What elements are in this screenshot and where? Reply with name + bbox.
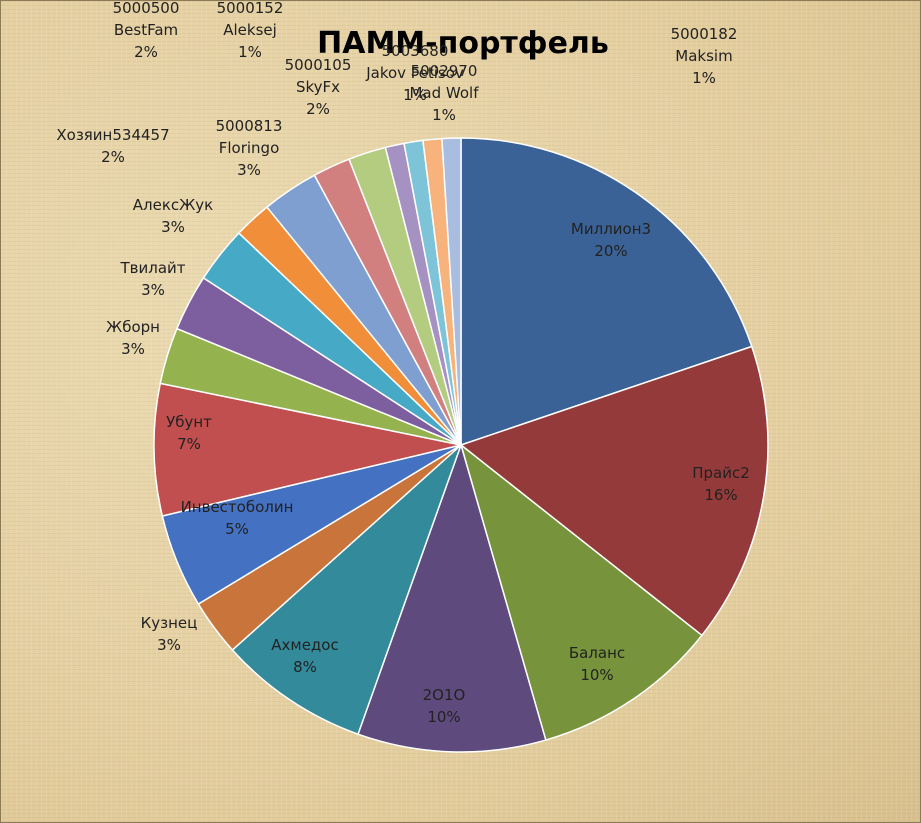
slice-percent: 1% bbox=[238, 43, 262, 61]
slice-label: АлексЖук 3% bbox=[133, 196, 213, 236]
slice-percent: 3% bbox=[121, 340, 145, 358]
slice-name: Maksim bbox=[675, 47, 732, 65]
slice-name: 5003680 bbox=[382, 42, 449, 60]
slice-percent: 2% bbox=[101, 148, 125, 166]
slice-percent: 5% bbox=[225, 520, 249, 538]
slice-percent: 3% bbox=[141, 281, 165, 299]
slice-name: Ахмедос bbox=[271, 636, 338, 654]
slice-name: 5002970 bbox=[411, 62, 478, 80]
slice-name: 5000105 bbox=[285, 56, 352, 74]
slice-label: 5000813 Floringo 3% bbox=[216, 117, 283, 179]
slice-percent: 2% bbox=[306, 100, 330, 118]
slice-name: Инвестоболин bbox=[181, 498, 294, 516]
slice-name: Миллион3 bbox=[571, 220, 651, 238]
slice-label: 5000152 Aleksej 1% bbox=[217, 1, 284, 61]
slice-label: 5000500 BestFam 2% bbox=[113, 1, 180, 61]
slice-name: Твилайт bbox=[119, 259, 185, 277]
pie-slice bbox=[231, 444, 462, 736]
slice-percent: 3% bbox=[237, 161, 261, 179]
slice-label: 2О1О 10% bbox=[423, 686, 466, 726]
slice-name: 2О1О bbox=[423, 686, 466, 704]
slice-label: 5003680 Jakov Fetisov 1% bbox=[365, 42, 464, 104]
slice-name: 5000500 bbox=[113, 1, 180, 17]
slice-label: Прайс2 16% bbox=[692, 464, 750, 504]
slice-name: Mad Wolf bbox=[409, 84, 479, 102]
slice-name: АлексЖук bbox=[133, 196, 213, 214]
slice-label: Твилайт 3% bbox=[119, 259, 185, 299]
slice-label: 5000105 SkyFx 2% bbox=[285, 56, 352, 118]
pie-slice bbox=[357, 442, 547, 753]
slice-label: Баланс 10% bbox=[569, 644, 625, 684]
slice-percent: 1% bbox=[692, 69, 716, 87]
slice-label: Миллион3 20% bbox=[571, 220, 651, 260]
slice-percent: 10% bbox=[427, 708, 460, 726]
slice-percent: 1% bbox=[403, 86, 427, 104]
pie-slice bbox=[460, 137, 753, 447]
pie-slice bbox=[459, 345, 769, 637]
slice-name: SkyFx bbox=[296, 78, 340, 96]
slice-name: 5000182 bbox=[671, 25, 738, 43]
slice-label: Ахмедос 8% bbox=[271, 636, 338, 676]
slice-percent: 1% bbox=[432, 106, 456, 124]
slice-label: Хозяин534457 2% bbox=[56, 126, 169, 166]
slice-name: Кузнец bbox=[141, 614, 198, 632]
slice-label: 5000182 Maksim 1% bbox=[671, 25, 738, 87]
slice-name: Жборн bbox=[106, 318, 160, 336]
pie-slice bbox=[153, 382, 462, 517]
slice-label: Убунт 7% bbox=[166, 413, 212, 453]
slice-name: Баланс bbox=[569, 644, 625, 662]
slice-label: Инвестоболин 5% bbox=[181, 498, 294, 538]
slice-percent: 10% bbox=[580, 666, 613, 684]
slice-percent: 16% bbox=[704, 486, 737, 504]
slice-name: Aleksej bbox=[223, 21, 277, 39]
slice-percent: 20% bbox=[594, 242, 627, 260]
slice-name: Прайс2 bbox=[692, 464, 750, 482]
slice-label: Жборн 3% bbox=[106, 318, 160, 358]
slice-percent: 8% bbox=[293, 658, 317, 676]
slice-name: Jakov Fetisov bbox=[365, 64, 464, 82]
slice-percent: 7% bbox=[177, 435, 201, 453]
chart-title: ПАММ-портфель bbox=[317, 26, 609, 61]
slice-name: Убунт bbox=[166, 413, 212, 431]
slice-label: Кузнец 3% bbox=[141, 614, 198, 654]
slice-percent: 3% bbox=[161, 218, 185, 236]
slice-name: Хозяин534457 bbox=[56, 126, 169, 144]
slice-name: 5000813 bbox=[216, 117, 283, 135]
slice-name: BestFam bbox=[114, 21, 178, 39]
pie-slice bbox=[441, 137, 462, 446]
slice-percent: 3% bbox=[157, 636, 181, 654]
pie-slice bbox=[459, 442, 703, 741]
slice-percent: 2% bbox=[134, 43, 158, 61]
slice-name: Floringo bbox=[219, 139, 280, 157]
slice-name: 5000152 bbox=[217, 1, 284, 17]
slice-label: 5002970 Mad Wolf 1% bbox=[409, 62, 479, 124]
